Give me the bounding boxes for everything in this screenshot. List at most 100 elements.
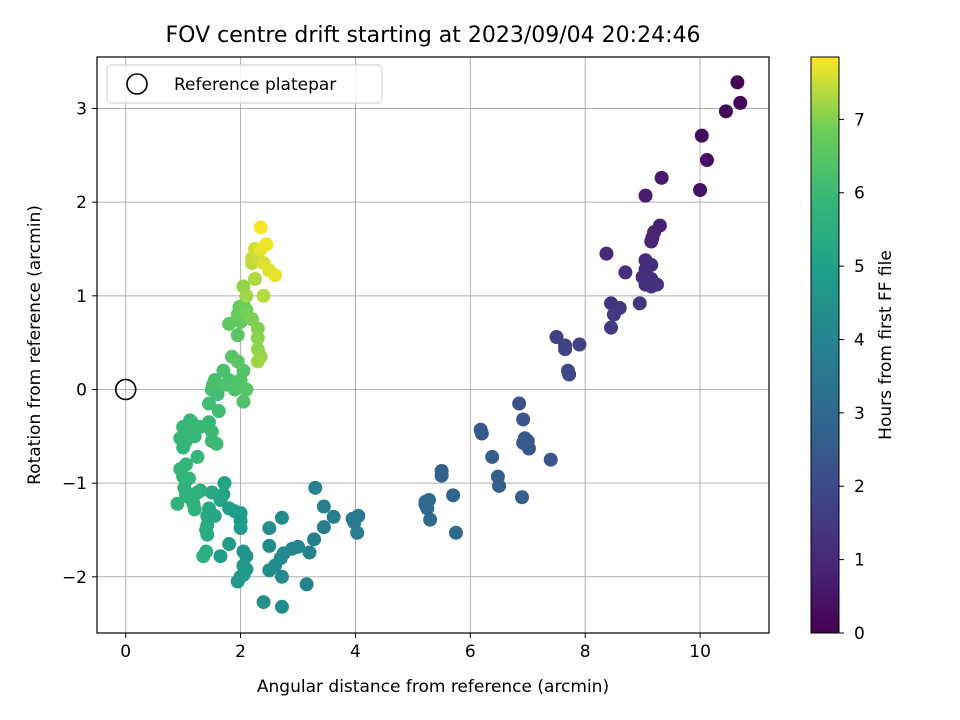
data-point [638, 188, 653, 203]
data-point [350, 525, 365, 540]
colorbar-tick-label: 3 [854, 404, 865, 424]
legend-marker [126, 73, 148, 95]
data-point [236, 394, 251, 409]
y-tick-label: −2 [62, 568, 87, 588]
colorbar-tick-label: 6 [854, 184, 865, 204]
data-point [196, 549, 211, 564]
data-point [606, 307, 621, 322]
data-point [233, 521, 248, 536]
data-point [326, 509, 341, 524]
data-point [239, 382, 254, 397]
data-point [239, 288, 254, 303]
data-point [730, 75, 745, 90]
data-point [604, 320, 619, 335]
x-axis-ticks: 0 2 4 6 8 10 [120, 633, 711, 662]
x-axis-label: Angular distance from reference (arcmin) [257, 677, 609, 697]
data-point [599, 246, 614, 261]
colorbar-tick-label: 4 [854, 330, 865, 350]
data-point [200, 527, 215, 542]
data-point [521, 441, 536, 456]
data-point [207, 508, 222, 523]
data-point [268, 268, 283, 283]
data-point [186, 496, 201, 511]
data-point [170, 496, 185, 511]
data-point [230, 354, 245, 369]
data-point [250, 330, 265, 345]
data-point [217, 476, 232, 491]
y-axis-ticks: −2 −1 0 1 2 3 [62, 100, 97, 588]
data-points [170, 75, 748, 614]
data-point [512, 396, 527, 411]
colorbar: 0 1 2 3 4 5 6 7 Hours from first FF file [810, 56, 896, 644]
colorbar-tick-label: 1 [854, 551, 865, 571]
data-point [423, 512, 438, 527]
data-point [222, 316, 237, 331]
data-point [446, 488, 461, 503]
colorbar-ticks: 0 1 2 3 4 5 6 7 [839, 110, 865, 644]
data-point [618, 265, 633, 280]
data-point [434, 468, 449, 483]
y-axis-label: Rotation from reference (arcmin) [25, 205, 45, 485]
legend-box [106, 64, 383, 104]
x-tick-label: 0 [120, 642, 131, 662]
y-tick-label: 0 [76, 380, 87, 400]
data-point [558, 342, 573, 357]
data-point [654, 170, 669, 185]
data-point [274, 569, 289, 584]
data-point [262, 538, 277, 553]
data-point [204, 485, 219, 500]
data-point [307, 532, 322, 547]
colorbar-tick-label: 0 [854, 624, 865, 644]
data-point [213, 549, 228, 564]
data-point [733, 95, 748, 110]
colorbar-gradient [810, 56, 840, 634]
y-tick-label: 3 [76, 100, 87, 120]
data-point [256, 288, 271, 303]
data-point [699, 153, 714, 168]
data-point [274, 599, 289, 614]
data-point [516, 412, 531, 427]
data-point [250, 354, 265, 369]
data-point [230, 328, 245, 343]
plot-frame [96, 56, 770, 634]
data-point [549, 330, 564, 345]
data-point [543, 452, 558, 467]
data-point [262, 563, 277, 578]
y-tick-label: −1 [62, 474, 87, 494]
plot-area: 0 2 4 6 8 10 −2 −1 0 1 2 3 Reference platepar [62, 56, 770, 662]
data-point [299, 577, 314, 592]
x-tick-label: 8 [580, 642, 591, 662]
data-point [485, 449, 500, 464]
data-point [274, 510, 289, 525]
data-point [448, 525, 463, 540]
data-point [207, 373, 222, 388]
data-point [693, 182, 708, 197]
data-point [302, 545, 317, 560]
x-tick-label: 4 [350, 642, 361, 662]
data-point [316, 520, 331, 535]
data-point [644, 234, 659, 249]
data-point [694, 128, 709, 143]
data-point [211, 404, 226, 419]
legend: Reference platepar [106, 64, 383, 104]
data-point [316, 499, 331, 514]
data-point [202, 396, 216, 411]
y-tick-label: 2 [76, 193, 87, 213]
data-point [474, 426, 489, 441]
colorbar-label: Hours from first FF file [876, 250, 896, 440]
data-point [256, 595, 271, 610]
legend-label: Reference platepar [174, 75, 336, 95]
data-point [644, 279, 659, 294]
data-point [190, 449, 205, 464]
chart-title: FOV centre drift starting at 2023/09/04 … [166, 23, 701, 48]
y-tick-label: 1 [76, 287, 87, 307]
data-point [632, 296, 647, 311]
data-point [420, 501, 435, 516]
data-point [262, 521, 277, 536]
x-tick-label: 6 [465, 642, 476, 662]
grid [97, 57, 769, 633]
data-point [492, 478, 507, 493]
data-point [179, 457, 194, 472]
data-point [572, 337, 587, 352]
data-point [259, 237, 274, 252]
